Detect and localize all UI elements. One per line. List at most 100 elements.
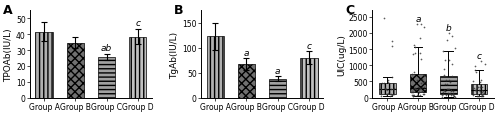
Point (445, 59, 453, 61)
Point (449, 92, 457, 94)
Point (414, 95, 422, 96)
Text: c: c (476, 52, 482, 61)
Point (477, 60, 485, 62)
Point (476, 81, 484, 83)
Point (388, 41, 396, 43)
Point (472, 95, 480, 97)
Point (416, 24, 424, 26)
Point (480, 92, 488, 94)
Point (416, 37, 424, 39)
Point (388, 76, 396, 78)
Text: b: b (446, 24, 452, 33)
Point (478, 95, 486, 97)
Point (475, 89, 483, 91)
Point (474, 95, 482, 97)
Point (390, 87, 398, 89)
Point (380, 88, 388, 90)
Point (384, 81, 392, 83)
Text: B: B (174, 4, 184, 17)
Text: c: c (136, 19, 140, 28)
Point (478, 91, 486, 92)
Point (477, 92, 485, 94)
Point (384, 92, 392, 94)
Point (440, 68, 448, 70)
Point (444, 33, 452, 34)
Point (377, 95, 385, 97)
Point (377, 89, 385, 91)
Y-axis label: UIC(ug/L): UIC(ug/L) (337, 34, 346, 75)
Point (390, 93, 398, 95)
Point (444, 88, 452, 90)
Point (442, 83, 450, 85)
Point (420, 81, 428, 83)
Point (378, 93, 386, 95)
Text: c: c (306, 42, 312, 51)
Point (439, 51, 447, 53)
Point (410, 88, 418, 90)
Point (380, 18, 388, 20)
Point (408, 92, 416, 94)
Point (478, 93, 486, 95)
Point (414, 91, 422, 93)
Point (471, 69, 479, 71)
PathPatch shape (410, 74, 426, 93)
Text: ab: ab (101, 44, 112, 53)
Point (412, 24, 420, 25)
Text: a: a (244, 48, 249, 57)
Point (478, 95, 486, 96)
Point (420, 93, 428, 95)
Point (418, 81, 426, 83)
Point (470, 87, 478, 89)
Point (441, 59, 449, 61)
Y-axis label: TPOAb(IU/L): TPOAb(IU/L) (4, 28, 13, 81)
Bar (98, 58, 115, 98)
Point (384, 94, 392, 96)
Point (448, 91, 456, 92)
Point (414, 91, 422, 93)
Point (411, 87, 419, 89)
Point (413, 80, 421, 81)
Point (448, 35, 456, 37)
Point (408, 74, 416, 76)
Point (442, 89, 450, 91)
Point (387, 93, 395, 95)
Point (441, 90, 449, 92)
Point (380, 87, 388, 89)
Point (410, 45, 418, 47)
Bar (269, 79, 286, 98)
Point (414, 86, 422, 88)
Point (450, 96, 458, 97)
Point (480, 92, 488, 94)
Point (416, 94, 424, 96)
Point (470, 94, 478, 96)
Point (388, 46, 396, 47)
Point (382, 94, 390, 95)
Point (420, 74, 428, 76)
Point (384, 90, 392, 92)
Point (413, 95, 421, 96)
PathPatch shape (470, 85, 488, 95)
Point (449, 90, 457, 92)
Y-axis label: TgAb(IU/L): TgAb(IU/L) (170, 31, 179, 78)
Point (441, 84, 449, 85)
Point (445, 93, 453, 95)
Point (445, 79, 453, 81)
Bar (36, 32, 52, 98)
Text: a: a (275, 67, 280, 76)
Bar (129, 37, 146, 98)
Point (408, 94, 416, 96)
Point (420, 93, 428, 95)
Point (409, 95, 417, 97)
Point (439, 93, 447, 95)
Point (410, 53, 418, 55)
Point (449, 94, 457, 96)
Point (418, 90, 426, 92)
Point (417, 82, 425, 84)
Point (451, 47, 459, 49)
Point (476, 87, 484, 89)
Point (418, 86, 426, 88)
Point (408, 91, 416, 93)
Point (439, 91, 447, 93)
Point (447, 89, 455, 91)
Point (420, 86, 428, 88)
